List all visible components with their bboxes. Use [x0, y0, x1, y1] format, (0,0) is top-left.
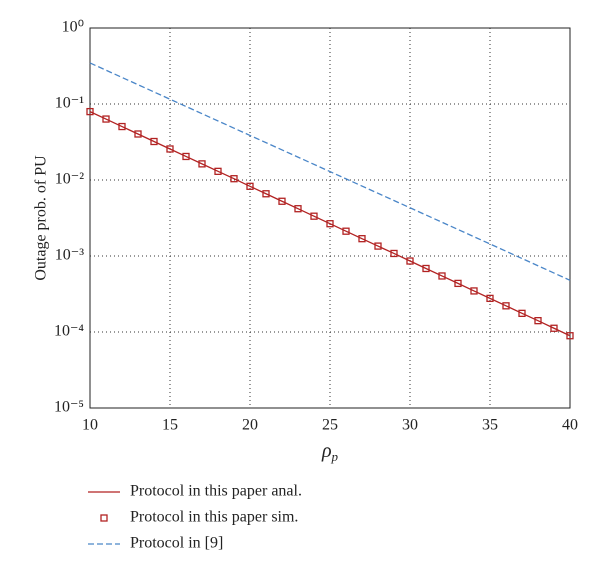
marker	[342, 227, 350, 235]
marker	[550, 324, 558, 332]
marker	[166, 145, 174, 153]
x-tick-label: 10	[82, 417, 98, 434]
x-tick-label: 25	[322, 417, 338, 434]
x-tick-label: 15	[162, 417, 178, 434]
marker	[214, 167, 222, 175]
marker	[102, 115, 110, 123]
x-label-sub: p	[331, 449, 339, 464]
marker	[230, 175, 238, 183]
marker	[118, 122, 126, 131]
legend-label: Protocol in [9]	[130, 535, 223, 552]
x-label-symbol: ρ	[321, 440, 332, 462]
marker	[454, 279, 462, 288]
x-tick-label: 30	[402, 417, 418, 434]
marker	[278, 197, 286, 205]
marker	[486, 294, 494, 303]
marker	[422, 264, 430, 273]
marker	[326, 220, 334, 228]
x-tick-label: 35	[482, 417, 498, 434]
y-tick-label: 10⁻⁴	[54, 323, 84, 340]
legend-label: Protocol in this paper anal.	[130, 483, 302, 500]
marker	[246, 182, 254, 190]
marker	[374, 242, 382, 250]
y-tick-label: 10⁻⁵	[54, 399, 84, 416]
y-axis-label: Outage prob. of PU	[33, 155, 50, 281]
marker	[134, 130, 142, 138]
marker	[390, 249, 398, 258]
marker	[470, 287, 478, 295]
marker	[534, 317, 542, 325]
marker	[406, 257, 414, 265]
y-tick-label: 10⁻¹	[55, 95, 84, 112]
marker	[502, 302, 510, 310]
series-line	[89, 111, 571, 337]
marker	[262, 190, 270, 198]
x-tick-label: 20	[242, 417, 258, 434]
marker	[310, 212, 318, 220]
x-axis-label: ρp	[321, 440, 339, 464]
legend-marker	[100, 514, 108, 522]
marker	[86, 107, 94, 116]
y-tick-label: 10⁻²	[55, 171, 84, 188]
marker	[566, 332, 574, 340]
marker	[358, 235, 366, 243]
x-tick-label: 40	[562, 417, 578, 434]
y-tick-label: 10⁻³	[55, 247, 84, 264]
marker	[518, 309, 526, 317]
marker	[294, 205, 302, 213]
marker	[198, 160, 206, 168]
marker	[182, 152, 190, 161]
marker	[150, 137, 158, 146]
y-tick-label: 10⁰	[62, 19, 84, 36]
plot-frame	[89, 27, 571, 409]
legend-label: Protocol in this paper sim.	[130, 509, 298, 526]
series-line	[89, 62, 571, 281]
marker	[438, 272, 446, 280]
